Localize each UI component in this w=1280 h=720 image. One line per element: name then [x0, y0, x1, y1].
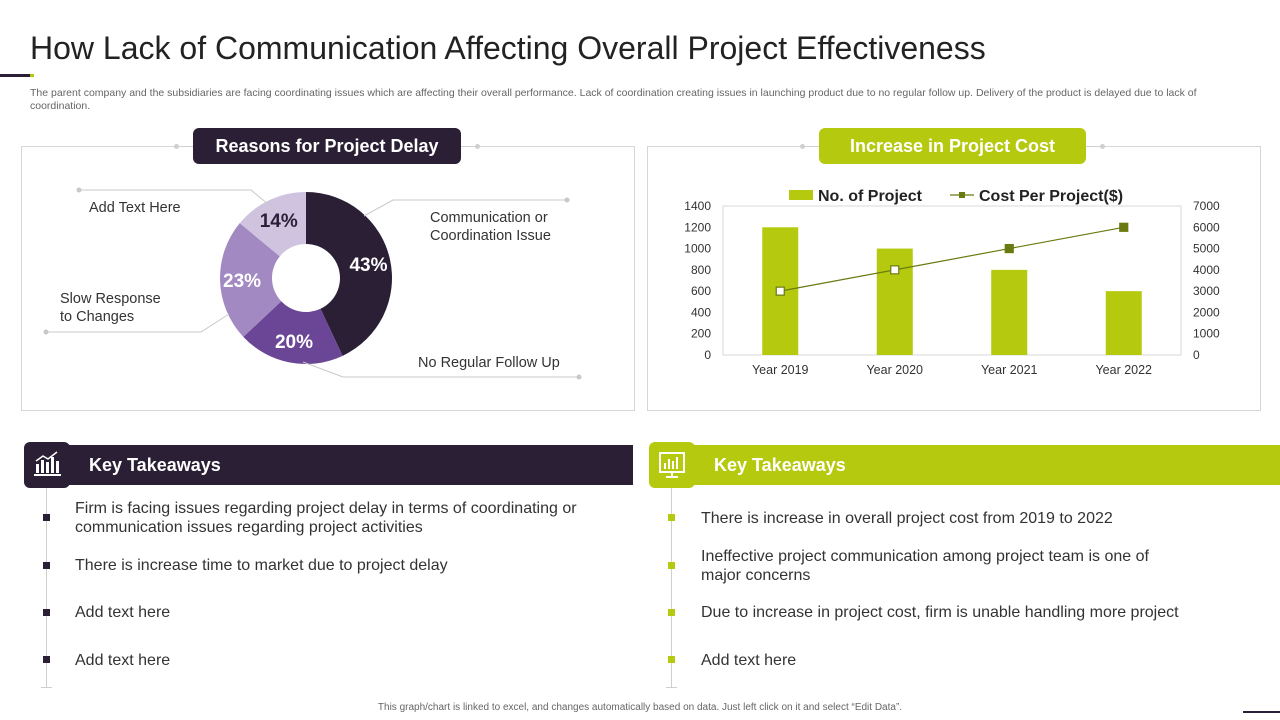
footer-note: This graph/chart is linked to excel, and…	[377, 702, 903, 713]
takeaway-right-3: Due to increase in project cost, firm is…	[701, 604, 1179, 621]
bar-3	[1105, 291, 1142, 355]
legend-bar-label: No. of Project	[818, 188, 923, 205]
x-tick-label: Year 2021	[981, 363, 1038, 377]
leader-dot	[76, 187, 82, 193]
takeaway-right-2: Ineffective project communication among …	[701, 548, 1149, 584]
y-left-tick: 600	[691, 284, 711, 298]
pill-connector-dot	[174, 144, 179, 149]
donut-label-3: 14%	[260, 211, 298, 232]
cost-line	[780, 226, 1124, 292]
donut-label-1: 20%	[275, 332, 313, 353]
monitor-chart-icon	[659, 452, 685, 478]
takeaways-left-rail	[46, 488, 47, 688]
line-marker-1	[890, 265, 900, 275]
takeaway-left-1: Firm is facing issues regarding project …	[75, 500, 577, 536]
bullet-icon	[668, 656, 675, 663]
label-communication: Communication or Coordination Issue	[430, 210, 551, 244]
legend-line-label: Cost Per Project($)	[979, 188, 1123, 205]
bullet-icon	[43, 514, 50, 521]
y-left-tick: 200	[691, 327, 711, 341]
y-right-tick: 4000	[1193, 263, 1220, 277]
takeaways-left-header: Key Takeaways	[46, 445, 633, 485]
project-cost-panel	[647, 146, 1261, 411]
page-subtitle: The parent company and the subsidiaries …	[30, 87, 1197, 112]
x-tick-label: Year 2022	[1095, 363, 1152, 377]
donut-slice-3	[239, 192, 306, 257]
title-accent-bar	[0, 74, 34, 77]
x-tick-label: Year 2020	[866, 363, 923, 377]
bullet-icon	[668, 562, 675, 569]
takeaways-left-icon-box	[24, 442, 70, 488]
rail-end-tick	[41, 687, 52, 688]
y-right-tick: 0	[1193, 348, 1200, 362]
plot-area	[722, 205, 1182, 356]
bullet-icon	[668, 514, 675, 521]
bar-1	[876, 248, 913, 355]
label-no-follow-up: No Regular Follow Up	[418, 355, 560, 371]
combo-chart: No. of Project Cost Per Project($) 0 200 40…	[684, 188, 1220, 377]
bullet-icon	[43, 562, 50, 569]
takeaways-right-rail	[671, 488, 672, 688]
bullet-icon	[43, 656, 50, 663]
leader-line-no-follow-up	[302, 361, 579, 378]
pill-connector-line	[179, 146, 193, 147]
y-right-tick: 1000	[1193, 327, 1220, 341]
pill-connector-line	[805, 146, 819, 147]
bullet-icon	[43, 609, 50, 616]
title-accent-dot	[30, 74, 34, 77]
line-marker-2	[1004, 243, 1014, 254]
y-right-tick: 2000	[1193, 305, 1220, 319]
leader-dot	[564, 197, 570, 203]
y-left-tick: 1000	[684, 242, 711, 256]
project-cost-heading: Increase in Project Cost	[819, 128, 1086, 164]
takeaway-left-3: Add text here	[75, 604, 171, 621]
takeaway-right-1: There is increase in overall project cos…	[701, 510, 1113, 527]
donut-label-2: 23%	[223, 271, 261, 292]
pill-connector-line	[1086, 146, 1100, 147]
donut-slice-1	[243, 301, 343, 364]
y-right-tick: 5000	[1193, 242, 1220, 256]
y-left-tick: 400	[691, 305, 711, 319]
delay-reasons-heading: Reasons for Project Delay	[193, 128, 461, 164]
legend-bar-swatch	[789, 190, 813, 200]
leader-line-communication	[363, 199, 567, 217]
takeaway-left-2: There is increase time to market due to …	[75, 557, 448, 574]
takeaway-right-4: Add text here	[701, 652, 797, 669]
bar-2	[991, 269, 1028, 355]
donut-chart: 43% 20% 23% 14%	[43, 187, 582, 380]
donut-slice-0	[306, 192, 392, 356]
y-left-tick: 800	[691, 263, 711, 277]
rail-end-tick	[666, 687, 677, 688]
leader-line-add-text	[79, 189, 276, 211]
leader-dot	[576, 374, 582, 380]
takeaways-right-icon-box	[649, 442, 695, 488]
footer-accent-bar	[1243, 711, 1280, 713]
y-left-tick: 1400	[684, 199, 711, 213]
pill-connector-dot	[475, 144, 480, 149]
page-title: How Lack of Communication Affecting Over…	[30, 30, 986, 66]
line-marker-3	[1119, 222, 1129, 232]
legend-line-marker	[959, 192, 965, 198]
donut-slice-2	[220, 223, 282, 337]
leader-line-slow-response	[46, 313, 230, 333]
y-right-tick: 7000	[1193, 199, 1220, 213]
donut-label-0: 43%	[349, 255, 387, 276]
label-slow-response: Slow Response to Changes	[60, 291, 161, 325]
line-marker-0	[775, 286, 785, 296]
bullet-icon	[668, 609, 675, 616]
pill-connector-dot	[800, 144, 805, 149]
pill-connector-dot	[1100, 144, 1105, 149]
takeaway-left-4: Add text here	[75, 652, 171, 669]
pill-connector-line	[461, 146, 475, 147]
y-left-tick: 1200	[684, 220, 711, 234]
takeaways-right-header: Key Takeaways	[671, 445, 1280, 485]
label-add-text: Add Text Here	[89, 200, 181, 216]
y-left-tick: 0	[704, 348, 711, 362]
y-right-tick: 6000	[1193, 220, 1220, 234]
y-right-tick: 3000	[1193, 284, 1220, 298]
leader-dot	[43, 329, 49, 335]
x-tick-label: Year 2019	[752, 363, 809, 377]
bar-chart-icon	[34, 451, 61, 476]
